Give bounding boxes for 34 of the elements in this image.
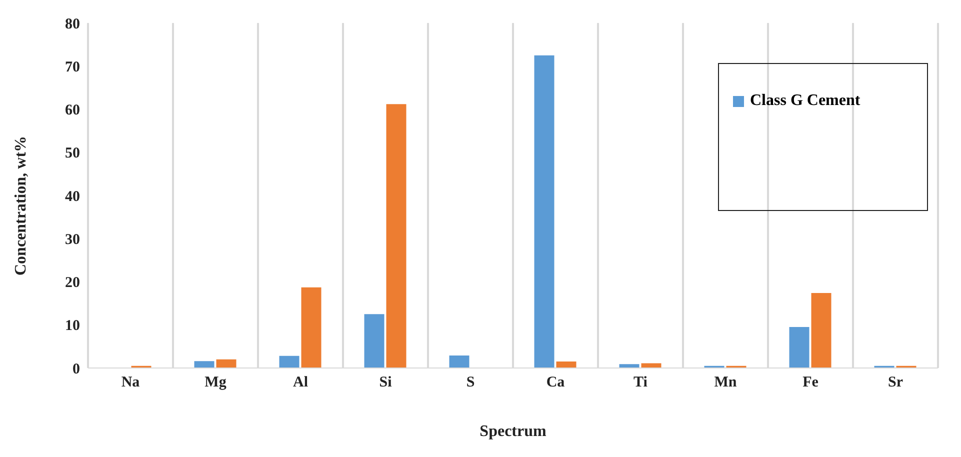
bar <box>811 292 832 368</box>
bar <box>216 359 236 368</box>
x-tick-label: Mg <box>204 374 227 391</box>
y-tick-label: 70 <box>65 59 80 76</box>
bar <box>194 361 214 368</box>
x-tick-label: Mn <box>714 374 738 391</box>
bar <box>534 55 554 368</box>
bar <box>386 104 406 368</box>
y-tick-label: 20 <box>65 275 80 292</box>
y-axis-title: Concentration, wt% <box>12 136 30 276</box>
x-tick-label: Fe <box>802 374 819 391</box>
y-tick-label: 40 <box>65 188 80 205</box>
bar <box>449 355 470 368</box>
legend-label: Class G Cement <box>750 92 860 110</box>
x-axis-title: Spectrum <box>480 423 547 440</box>
x-tick-label: Sr <box>888 374 904 391</box>
bar <box>556 362 576 368</box>
bar <box>301 287 322 368</box>
x-tick-label: Ti <box>634 374 648 391</box>
bar <box>789 327 810 368</box>
x-tick-label: Al <box>293 374 308 391</box>
x-tick-label: Na <box>121 374 140 391</box>
bar <box>364 314 384 368</box>
y-tick-label: 50 <box>65 146 80 162</box>
y-tick-label: 10 <box>65 318 80 334</box>
y-tick-label: 0 <box>72 361 80 378</box>
x-tick-label: S <box>466 374 475 391</box>
y-tick-label: 80 <box>65 16 80 32</box>
x-tick-label: Si <box>379 374 392 391</box>
x-tick-label: Ca <box>546 374 566 391</box>
y-tick-label: 60 <box>65 102 80 119</box>
bar <box>619 364 640 368</box>
y-tick-label: 30 <box>65 232 80 248</box>
bar <box>279 356 300 368</box>
